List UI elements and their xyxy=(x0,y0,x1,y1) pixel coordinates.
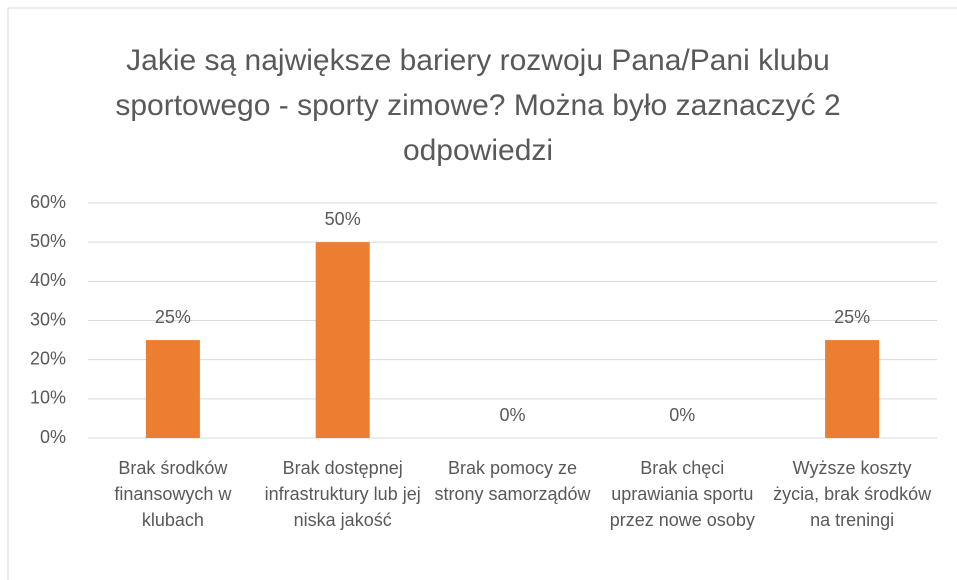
bar xyxy=(315,242,370,438)
data-label: 25% xyxy=(155,307,191,327)
data-label: 0% xyxy=(669,405,695,425)
x-tick-label: Brak środków finansowych w klubach xyxy=(114,458,232,530)
x-tick-label: Wyższe koszty życia, brak środków na tre… xyxy=(773,458,932,530)
chart-title: Jakie są największe bariery rozwoju Pana… xyxy=(115,44,841,167)
y-tick-label: 0% xyxy=(40,427,66,447)
bar xyxy=(825,340,880,438)
y-tick-label: 30% xyxy=(30,309,66,329)
bar xyxy=(145,340,200,438)
y-tick-label: 50% xyxy=(30,231,66,251)
y-tick-label: 40% xyxy=(30,270,66,290)
chart-border xyxy=(7,7,957,580)
data-label: 25% xyxy=(834,307,870,327)
y-tick-label: 60% xyxy=(30,192,66,212)
x-tick-label: Brak chęci uprawiania sportu przez nowe … xyxy=(609,458,755,530)
y-tick-label: 10% xyxy=(30,388,66,408)
data-label: 0% xyxy=(499,405,525,425)
x-tick-label: Brak pomocy ze strony samorządów xyxy=(434,458,591,504)
y-tick-label: 20% xyxy=(30,348,66,368)
data-label: 50% xyxy=(325,209,361,229)
x-tick-label: Brak dostępnej infrastruktury lub jej ni… xyxy=(264,458,421,530)
